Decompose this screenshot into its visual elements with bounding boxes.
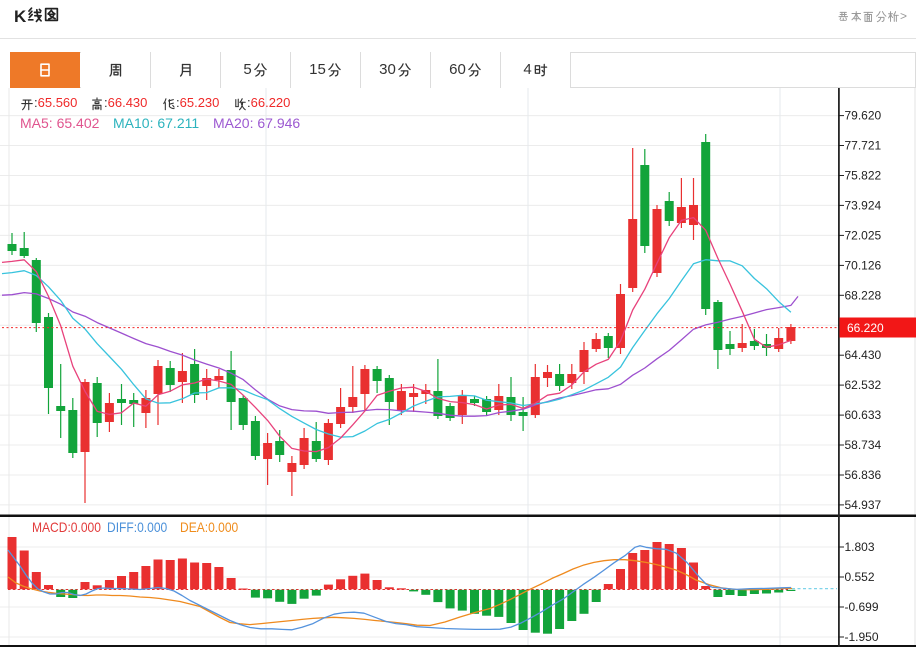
svg-text:79.620: 79.620 bbox=[845, 109, 882, 123]
svg-text:75.822: 75.822 bbox=[845, 169, 882, 183]
svg-text:73.924: 73.924 bbox=[845, 198, 882, 212]
svg-text:77.721: 77.721 bbox=[845, 139, 882, 153]
svg-text:70.126: 70.126 bbox=[845, 258, 882, 272]
svg-text:1.803: 1.803 bbox=[845, 540, 875, 554]
svg-text:54.937: 54.937 bbox=[845, 498, 882, 512]
svg-text:-0.699: -0.699 bbox=[845, 600, 879, 614]
svg-text:56.836: 56.836 bbox=[845, 468, 882, 482]
svg-text:58.734: 58.734 bbox=[845, 438, 882, 452]
svg-text:60.633: 60.633 bbox=[845, 408, 882, 422]
svg-text:64.430: 64.430 bbox=[845, 348, 882, 362]
svg-text:66.220: 66.220 bbox=[847, 321, 884, 335]
svg-text:68.228: 68.228 bbox=[845, 288, 882, 302]
svg-text:-1.950: -1.950 bbox=[845, 630, 879, 644]
svg-text:72.025: 72.025 bbox=[845, 228, 882, 242]
svg-text:0.552: 0.552 bbox=[845, 570, 875, 584]
svg-text:62.532: 62.532 bbox=[845, 378, 882, 392]
